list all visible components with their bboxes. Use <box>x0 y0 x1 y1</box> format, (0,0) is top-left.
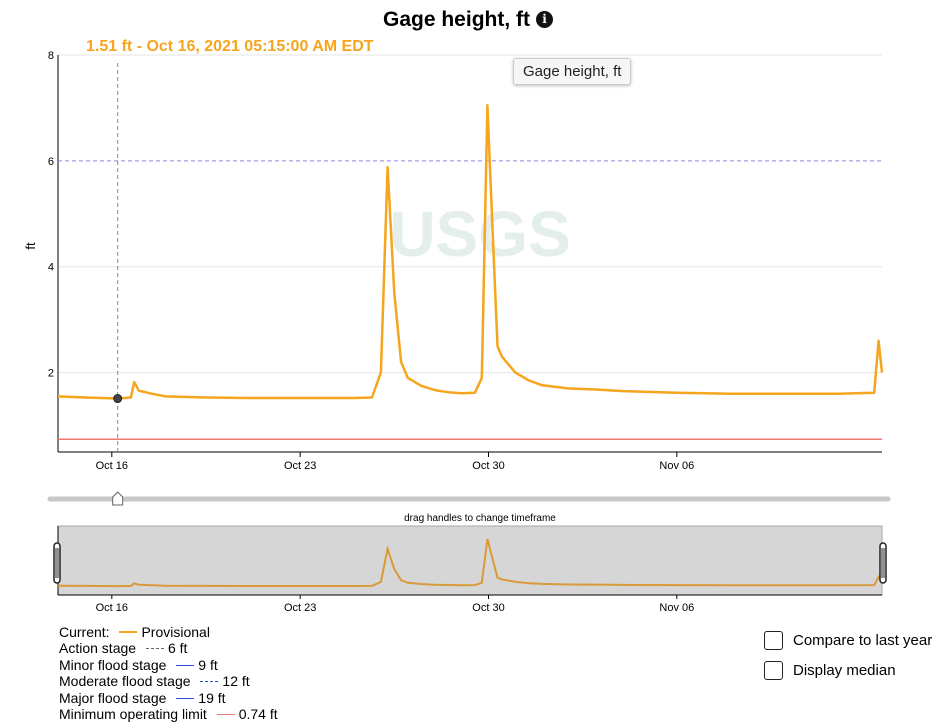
main-plot: 2 4 6 8 USGS Oct 16 Oct 23 Oct 30 Nov 06 <box>48 50 884 472</box>
hover-readout: 1.51 ft - Oct 16, 2021 05:15:00 AM EDT <box>86 38 374 55</box>
legend-row-value: 12 ft <box>222 673 250 690</box>
legend-row-value: 6 ft <box>167 640 188 657</box>
compare-last-year-checkbox[interactable] <box>764 631 783 650</box>
legend-minor-flood: Minor flood stage 9 ft <box>59 657 278 673</box>
chart-title-text: Gage height, ft <box>383 8 530 31</box>
x-tick-label: Oct 16 <box>96 460 128 472</box>
legend-major-flood: Major flood stage 19 ft <box>59 690 278 706</box>
compare-last-year-option[interactable]: Compare to last year <box>764 631 932 650</box>
legend-action-stage: Action stage 6 ft <box>59 640 278 656</box>
brush-x-tick-label: Oct 16 <box>96 602 128 614</box>
legend-row-label: Moderate flood stage <box>59 673 191 690</box>
legend-row-label: Minimum operating limit <box>59 706 207 723</box>
major-flood-swatch <box>176 697 195 699</box>
hover-point <box>113 394 123 404</box>
usgs-watermark-logo: USGS <box>389 198 570 270</box>
provisional-swatch <box>119 631 138 633</box>
y-tick-label: 4 <box>48 262 54 274</box>
legend-row-label: Major flood stage <box>59 689 167 706</box>
minor-flood-swatch <box>176 664 195 666</box>
compare-last-year-label[interactable]: Compare to last year <box>793 632 933 649</box>
legend-minimum-limit: Minimum operating limit 0.74 ft <box>59 706 278 722</box>
legend-current-label: Current: <box>59 624 110 640</box>
moderate-flood-swatch <box>200 681 219 683</box>
brush-selection-area[interactable] <box>57 525 883 596</box>
y-tick-label: 8 <box>48 50 54 62</box>
timeframe-slider[interactable] <box>47 491 891 506</box>
info-icon[interactable]: i <box>536 11 553 28</box>
brush-x-tick-label: Oct 30 <box>472 602 504 614</box>
legend: Current: Provisional Action stage 6 ft M… <box>59 624 278 722</box>
chart-title: Gage height, ft i <box>0 8 936 32</box>
display-median-checkbox[interactable] <box>764 661 783 680</box>
legend-row-value: 0.74 ft <box>238 706 278 723</box>
y-axis-label: ft <box>23 242 38 250</box>
y-tick-label: 6 <box>48 156 54 168</box>
brush-x-tick-label: Oct 23 <box>284 602 316 614</box>
action-stage-swatch <box>145 648 164 650</box>
brush-panel[interactable]: Oct 16 Oct 23 Oct 30 Nov 06 <box>53 525 887 614</box>
x-tick-label: Oct 23 <box>284 460 316 472</box>
minimum-limit-swatch <box>216 714 235 716</box>
legend-row-value: 19 ft <box>198 689 226 706</box>
y-tick-label: 2 <box>48 368 54 380</box>
x-tick-label: Oct 30 <box>472 460 504 472</box>
legend-moderate-flood: Moderate flood stage 12 ft <box>59 673 278 689</box>
series-tooltip: Gage height, ft <box>513 58 632 85</box>
brush-caption: drag handles to change timeframe <box>404 513 556 524</box>
legend-row-label: Action stage <box>59 640 137 657</box>
provisional-series-line <box>57 104 884 400</box>
legend-row-label: Minor flood stage <box>59 656 167 673</box>
legend-current: Current: Provisional <box>59 624 278 640</box>
brush-handle-left[interactable] <box>53 542 61 584</box>
x-tick-label: Nov 06 <box>659 460 694 472</box>
brush-series-line <box>57 538 883 588</box>
display-median-label[interactable]: Display median <box>793 662 896 679</box>
brush-handle-right[interactable] <box>879 542 887 584</box>
slider-handle[interactable] <box>112 491 124 506</box>
brush-x-tick-label: Nov 06 <box>659 602 694 614</box>
legend-provisional-label: Provisional <box>141 624 210 640</box>
legend-row-value: 9 ft <box>198 656 218 673</box>
display-median-option[interactable]: Display median <box>764 661 896 680</box>
